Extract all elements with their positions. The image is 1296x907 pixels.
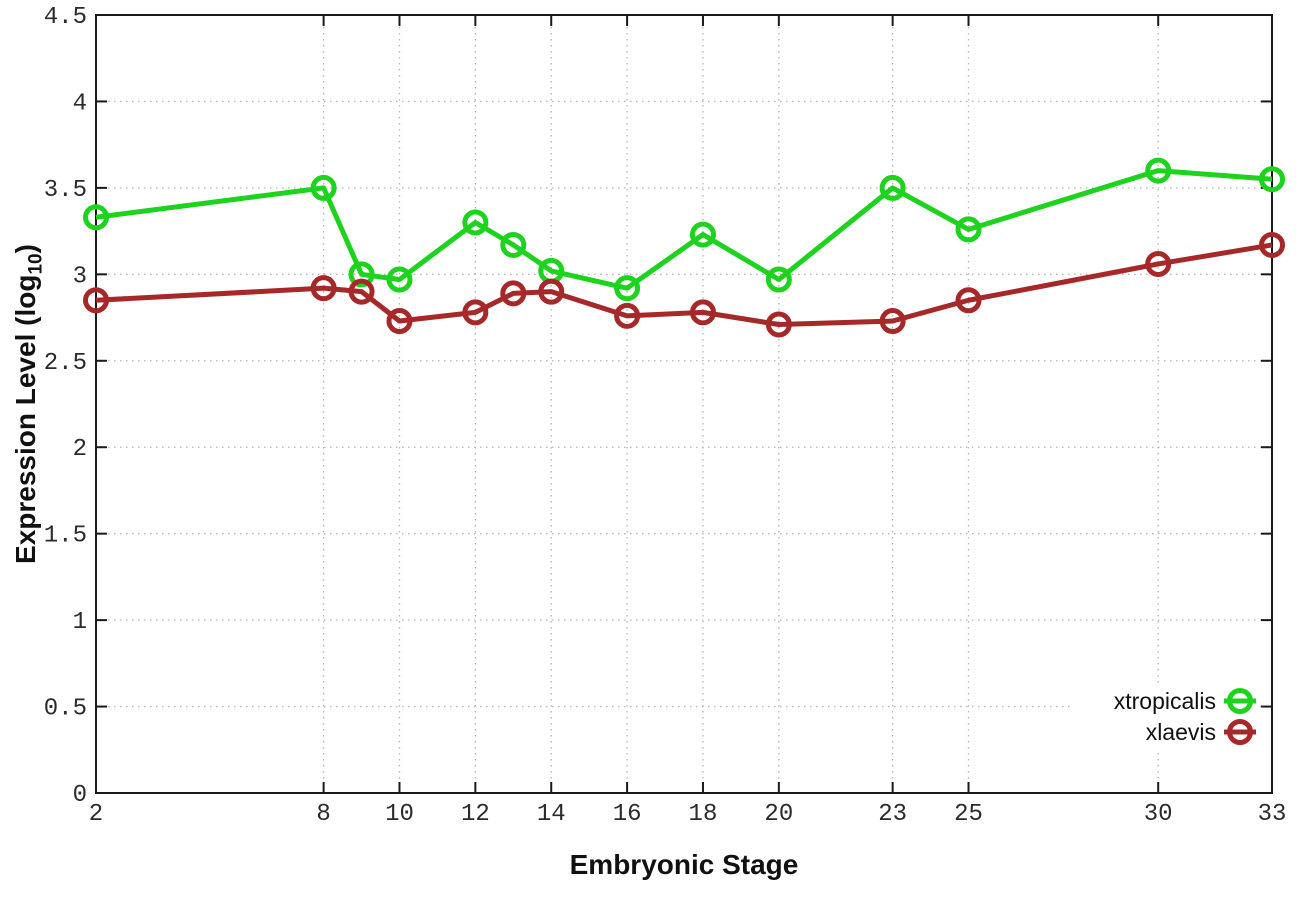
series-xlaevis-marker xyxy=(689,299,716,326)
series-xtropicalis-marker xyxy=(614,275,641,302)
legend-sample-marker-xlaevis xyxy=(1227,719,1253,745)
series-xtropicalis-marker xyxy=(879,174,906,201)
series-xtropicalis-marker xyxy=(386,266,413,293)
legend-label-xlaevis: xlaevis xyxy=(1146,719,1216,745)
y-axis-title-subscript: 10 xyxy=(25,253,47,275)
series-xtropicalis-marker xyxy=(955,216,982,243)
series-xlaevis-marker xyxy=(348,278,375,305)
series-xlaevis-marker xyxy=(955,287,982,314)
series-xlaevis-marker xyxy=(462,299,489,326)
series-xtropicalis-marker xyxy=(1145,157,1172,184)
x-tick-label: 30 xyxy=(1144,801,1173,828)
series-xtropicalis-marker xyxy=(765,266,792,293)
series-xlaevis-marker xyxy=(614,302,641,329)
series-xlaevis-marker xyxy=(500,280,527,307)
x-tick-label: 10 xyxy=(385,801,414,828)
y-axis-title: Expression Level (log10) xyxy=(6,148,47,660)
y-tick-label: 2.5 xyxy=(44,350,87,377)
series-xlaevis-marker xyxy=(386,308,413,335)
y-tick-label: 1.5 xyxy=(44,523,87,550)
series-xlaevis-marker xyxy=(1259,231,1285,258)
series-xtropicalis-line xyxy=(95,168,1273,291)
series-xtropicalis-marker xyxy=(310,174,337,201)
legend-label-xtropicalis: xtropicalis xyxy=(1114,688,1216,714)
series-xtropicalis-marker xyxy=(83,204,109,231)
series-xlaevis-marker xyxy=(1145,250,1172,277)
y-tick-label: 3 xyxy=(73,263,87,290)
plot-border xyxy=(95,14,1273,794)
series-xlaevis-line xyxy=(95,242,1273,327)
series-xlaevis-marker xyxy=(765,311,792,338)
series-xlaevis-marker xyxy=(310,275,337,302)
series-xlaevis-marker xyxy=(538,278,565,305)
x-tick-label: 12 xyxy=(461,801,490,828)
series-xtropicalis-marker xyxy=(500,231,527,258)
x-tick-label: 16 xyxy=(613,801,642,828)
series-xlaevis-marker xyxy=(879,308,906,335)
y-tick-label: 4 xyxy=(73,90,87,117)
x-tick-label: 14 xyxy=(537,801,566,828)
series-xtropicalis-marker xyxy=(689,221,716,248)
series-xtropicalis-marker xyxy=(348,261,375,288)
series-xtropicalis-marker xyxy=(1259,166,1285,193)
y-tick-label: 0 xyxy=(73,782,87,809)
x-tick-label: 8 xyxy=(316,801,330,828)
x-tick-label: 20 xyxy=(764,801,793,828)
y-tick-label: 0.5 xyxy=(44,696,87,723)
y-tick-label: 3.5 xyxy=(44,177,87,204)
series-xtropicalis-marker xyxy=(462,209,489,236)
y-tick-label: 2 xyxy=(73,436,87,463)
y-tick-label: 4.5 xyxy=(44,4,87,31)
series-xlaevis-marker xyxy=(83,287,109,314)
x-tick-label: 2 xyxy=(89,801,103,828)
legend-backing xyxy=(1072,683,1258,749)
y-axis-title-close: ) xyxy=(10,244,41,254)
x-axis-title: Embryonic Stage xyxy=(569,849,799,880)
x-tick-label: 23 xyxy=(878,801,907,828)
y-axis-title-text: Expression Level (log xyxy=(10,274,41,564)
legend-sample-marker-xtropicalis xyxy=(1227,688,1253,714)
y-tick-label: 1 xyxy=(73,609,87,636)
x-tick-label: 25 xyxy=(954,801,983,828)
x-tick-label: 18 xyxy=(689,801,718,828)
x-tick-label: 33 xyxy=(1258,801,1287,828)
